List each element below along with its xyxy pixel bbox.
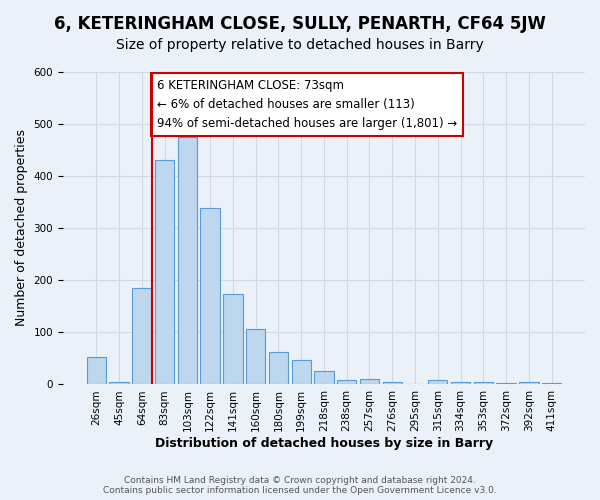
Bar [473, 382, 493, 384]
Text: Size of property relative to detached houses in Barry: Size of property relative to detached ho… [116, 38, 484, 52]
Bar [496, 383, 516, 384]
Bar [519, 382, 539, 384]
Bar [246, 328, 265, 384]
X-axis label: Distribution of detached houses by size in Barry: Distribution of detached houses by size … [155, 437, 493, 450]
Bar [428, 380, 448, 384]
Text: 6, KETERINGHAM CLOSE, SULLY, PENARTH, CF64 5JW: 6, KETERINGHAM CLOSE, SULLY, PENARTH, CF… [54, 15, 546, 33]
Bar [360, 378, 379, 384]
Bar [200, 208, 220, 384]
Bar [178, 136, 197, 384]
Bar [109, 382, 129, 384]
Bar [269, 352, 288, 384]
Y-axis label: Number of detached properties: Number of detached properties [15, 130, 28, 326]
Bar [337, 380, 356, 384]
Text: Contains HM Land Registry data © Crown copyright and database right 2024.
Contai: Contains HM Land Registry data © Crown c… [103, 476, 497, 495]
Bar [155, 160, 174, 384]
Bar [451, 382, 470, 384]
Bar [132, 288, 152, 384]
Bar [223, 294, 242, 384]
Text: 6 KETERINGHAM CLOSE: 73sqm
← 6% of detached houses are smaller (113)
94% of semi: 6 KETERINGHAM CLOSE: 73sqm ← 6% of detac… [157, 80, 457, 130]
Bar [86, 357, 106, 384]
Bar [314, 372, 334, 384]
Bar [383, 382, 402, 384]
Bar [292, 360, 311, 384]
